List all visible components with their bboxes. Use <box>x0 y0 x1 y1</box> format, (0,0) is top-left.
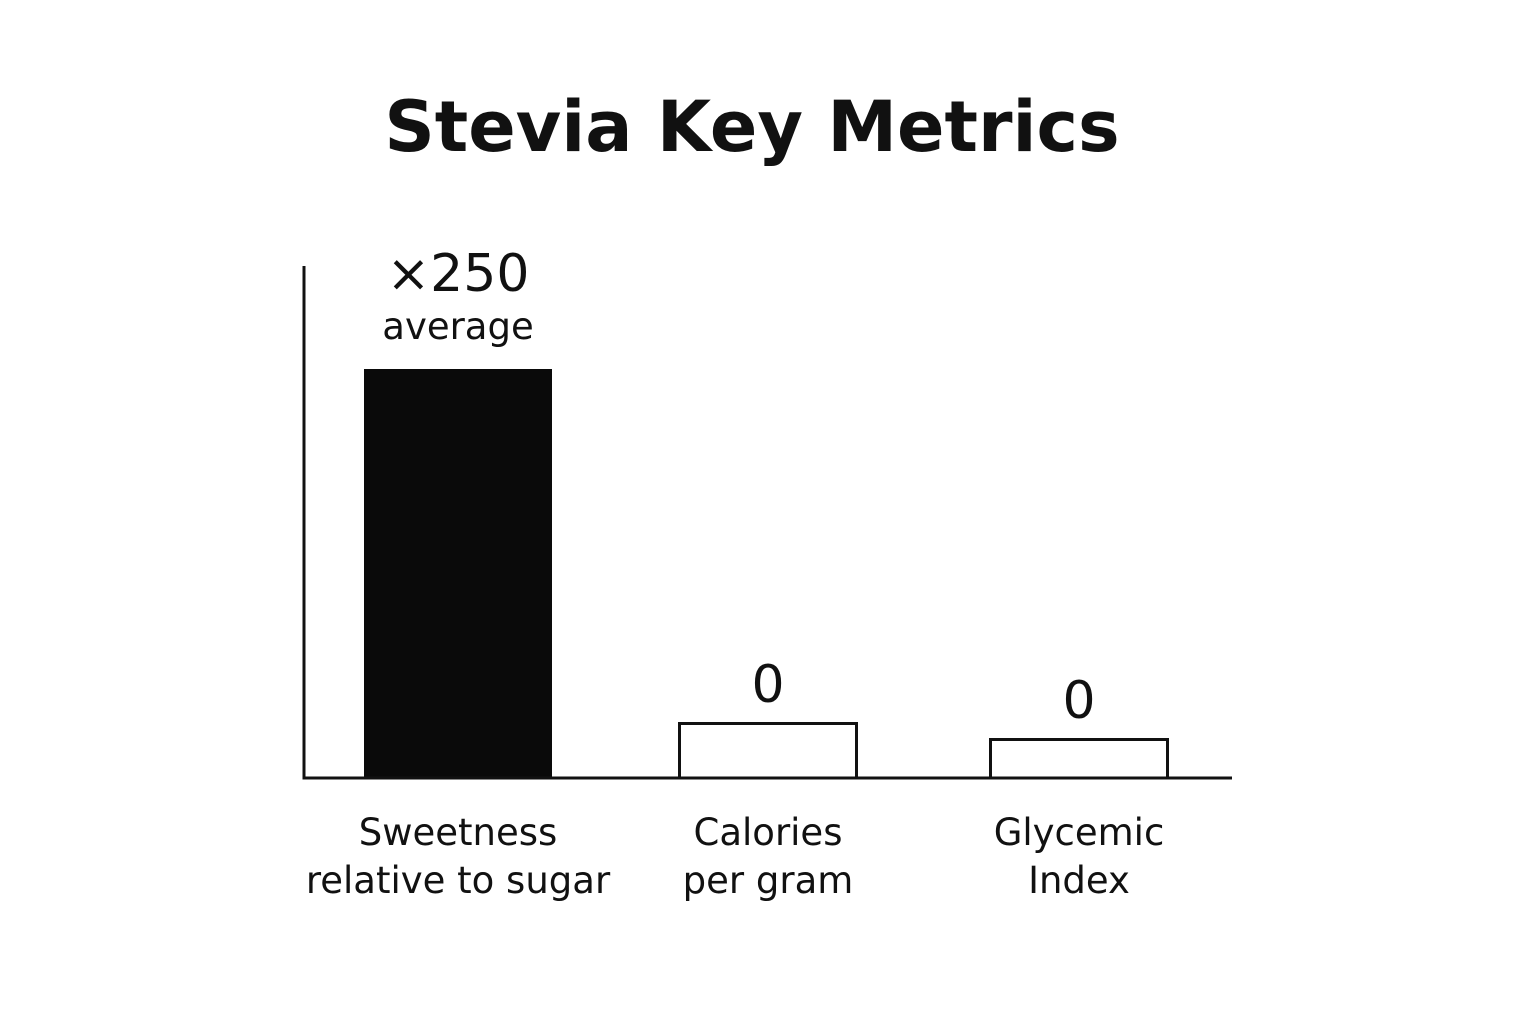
category-label: Calories <box>694 811 843 854</box>
value-label: 0 <box>1062 671 1095 731</box>
bar <box>364 369 552 778</box>
bars-layer <box>364 369 1169 780</box>
category-label: per gram <box>683 859 854 902</box>
bar <box>989 738 1169 780</box>
value-label-note: average <box>382 305 533 348</box>
value-label: 0 <box>751 655 784 715</box>
category-label: Sweetness <box>359 811 558 854</box>
category-labels-layer: Sweetness relative to sugar Calories per gr… <box>306 811 1164 902</box>
category-label: relative to sugar <box>306 859 611 902</box>
category-label: Glycemic <box>994 811 1165 854</box>
category-label: Index <box>1028 859 1130 902</box>
bar <box>678 722 858 780</box>
chart-title: Stevia Key Metrics <box>384 86 1120 168</box>
value-label: ×250 <box>387 244 530 304</box>
axes-layer <box>302 266 1232 780</box>
